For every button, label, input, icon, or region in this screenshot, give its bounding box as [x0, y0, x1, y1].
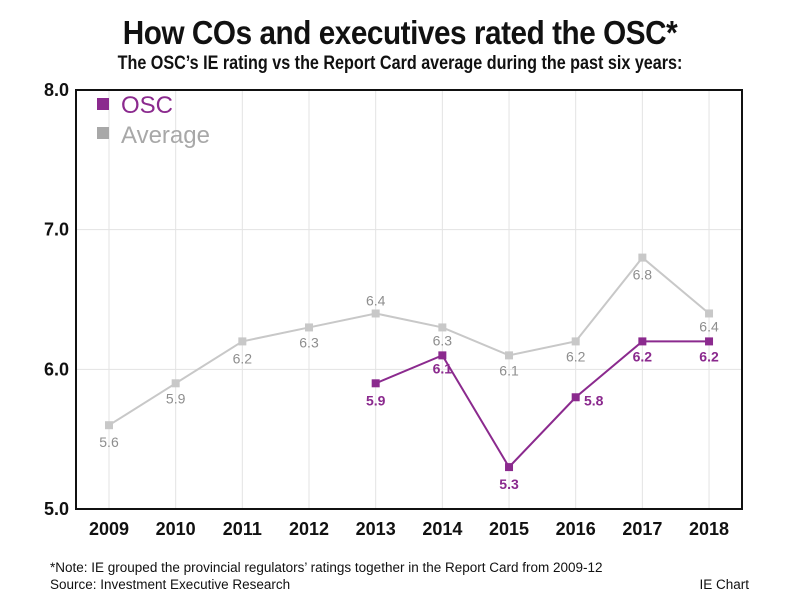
series-average: 5.6 5.9 6.2 6.3 6.4 6.3 6.1 6.2 6.8 6.4 [99, 253, 719, 450]
osc-marker [371, 379, 380, 388]
legend: OSC Average [97, 92, 210, 149]
x-tick-label: 2018 [689, 519, 729, 539]
series-osc: 5.9 6.1 5.3 5.8 6.2 6.2 [366, 337, 719, 492]
y-tick-label: 8.0 [44, 80, 69, 100]
legend-label-average: Average [121, 122, 210, 149]
osc-marker [571, 393, 580, 402]
average-marker [571, 337, 580, 346]
average-data-label: 6.2 [566, 348, 586, 364]
average-marker [105, 421, 113, 430]
osc-data-label: 5.8 [584, 392, 604, 408]
x-tick-label: 2011 [223, 519, 262, 539]
legend-label-osc: OSC [121, 92, 173, 119]
osc-data-label: 6.1 [433, 360, 453, 376]
footnote: *Note: IE grouped the provincial regulat… [50, 560, 603, 575]
average-data-label: 5.9 [166, 390, 186, 406]
x-tick-label: 2015 [489, 519, 529, 539]
chart-title: How COs and executives rated the OSC* [122, 14, 678, 51]
average-marker [505, 351, 514, 360]
chart-subtitle: The OSC’s IE rating vs the Report Card a… [117, 53, 683, 74]
osc-data-label: 5.3 [499, 476, 519, 492]
source-text: Source: Investment Executive Research [50, 577, 291, 592]
x-tick-label: 2014 [422, 519, 462, 539]
y-axis-ticks: 5.0 6.0 7.0 8.0 [44, 80, 69, 519]
average-marker [171, 379, 180, 388]
osc-marker [705, 337, 714, 346]
x-tick-label: 2017 [622, 519, 662, 539]
chart-credit: IE Chart [699, 577, 749, 592]
average-data-label: 5.6 [99, 434, 119, 450]
legend-swatch-average [97, 127, 109, 139]
average-marker [705, 309, 714, 318]
osc-data-label: 6.2 [633, 348, 653, 364]
y-tick-label: 5.0 [44, 499, 69, 519]
average-marker [438, 323, 447, 332]
osc-marker [438, 351, 447, 360]
y-tick-label: 7.0 [44, 220, 69, 240]
average-data-label: 6.3 [299, 334, 319, 350]
x-tick-label: 2012 [289, 519, 329, 539]
average-data-label: 6.1 [499, 362, 519, 378]
average-data-label: 6.4 [366, 292, 386, 308]
average-line [108, 256, 710, 427]
x-tick-label: 2010 [156, 519, 196, 539]
y-tick-label: 6.0 [44, 359, 69, 379]
average-data-label: 6.3 [433, 332, 453, 348]
average-marker [638, 253, 647, 262]
average-data-label: 6.2 [233, 350, 253, 366]
plot-frame [75, 89, 743, 510]
average-marker [238, 337, 247, 346]
average-data-label: 6.8 [633, 267, 653, 283]
osc-line [375, 340, 710, 469]
osc-data-label: 5.9 [366, 392, 386, 408]
x-tick-label: 2013 [356, 519, 396, 539]
osc-marker [638, 337, 647, 346]
average-data-label: 6.4 [699, 318, 719, 334]
x-axis-ticks: 2009 2010 2011 2012 2013 2014 2015 2016 2017 2018 [89, 519, 729, 539]
x-tick-label: 2016 [556, 519, 596, 539]
legend-swatch-osc [97, 98, 109, 110]
average-marker [305, 323, 314, 332]
x-tick-label: 2009 [89, 519, 129, 539]
average-marker [371, 309, 380, 318]
osc-marker [505, 463, 514, 472]
osc-data-label: 6.2 [699, 348, 719, 364]
grid-lines [76, 89, 742, 510]
